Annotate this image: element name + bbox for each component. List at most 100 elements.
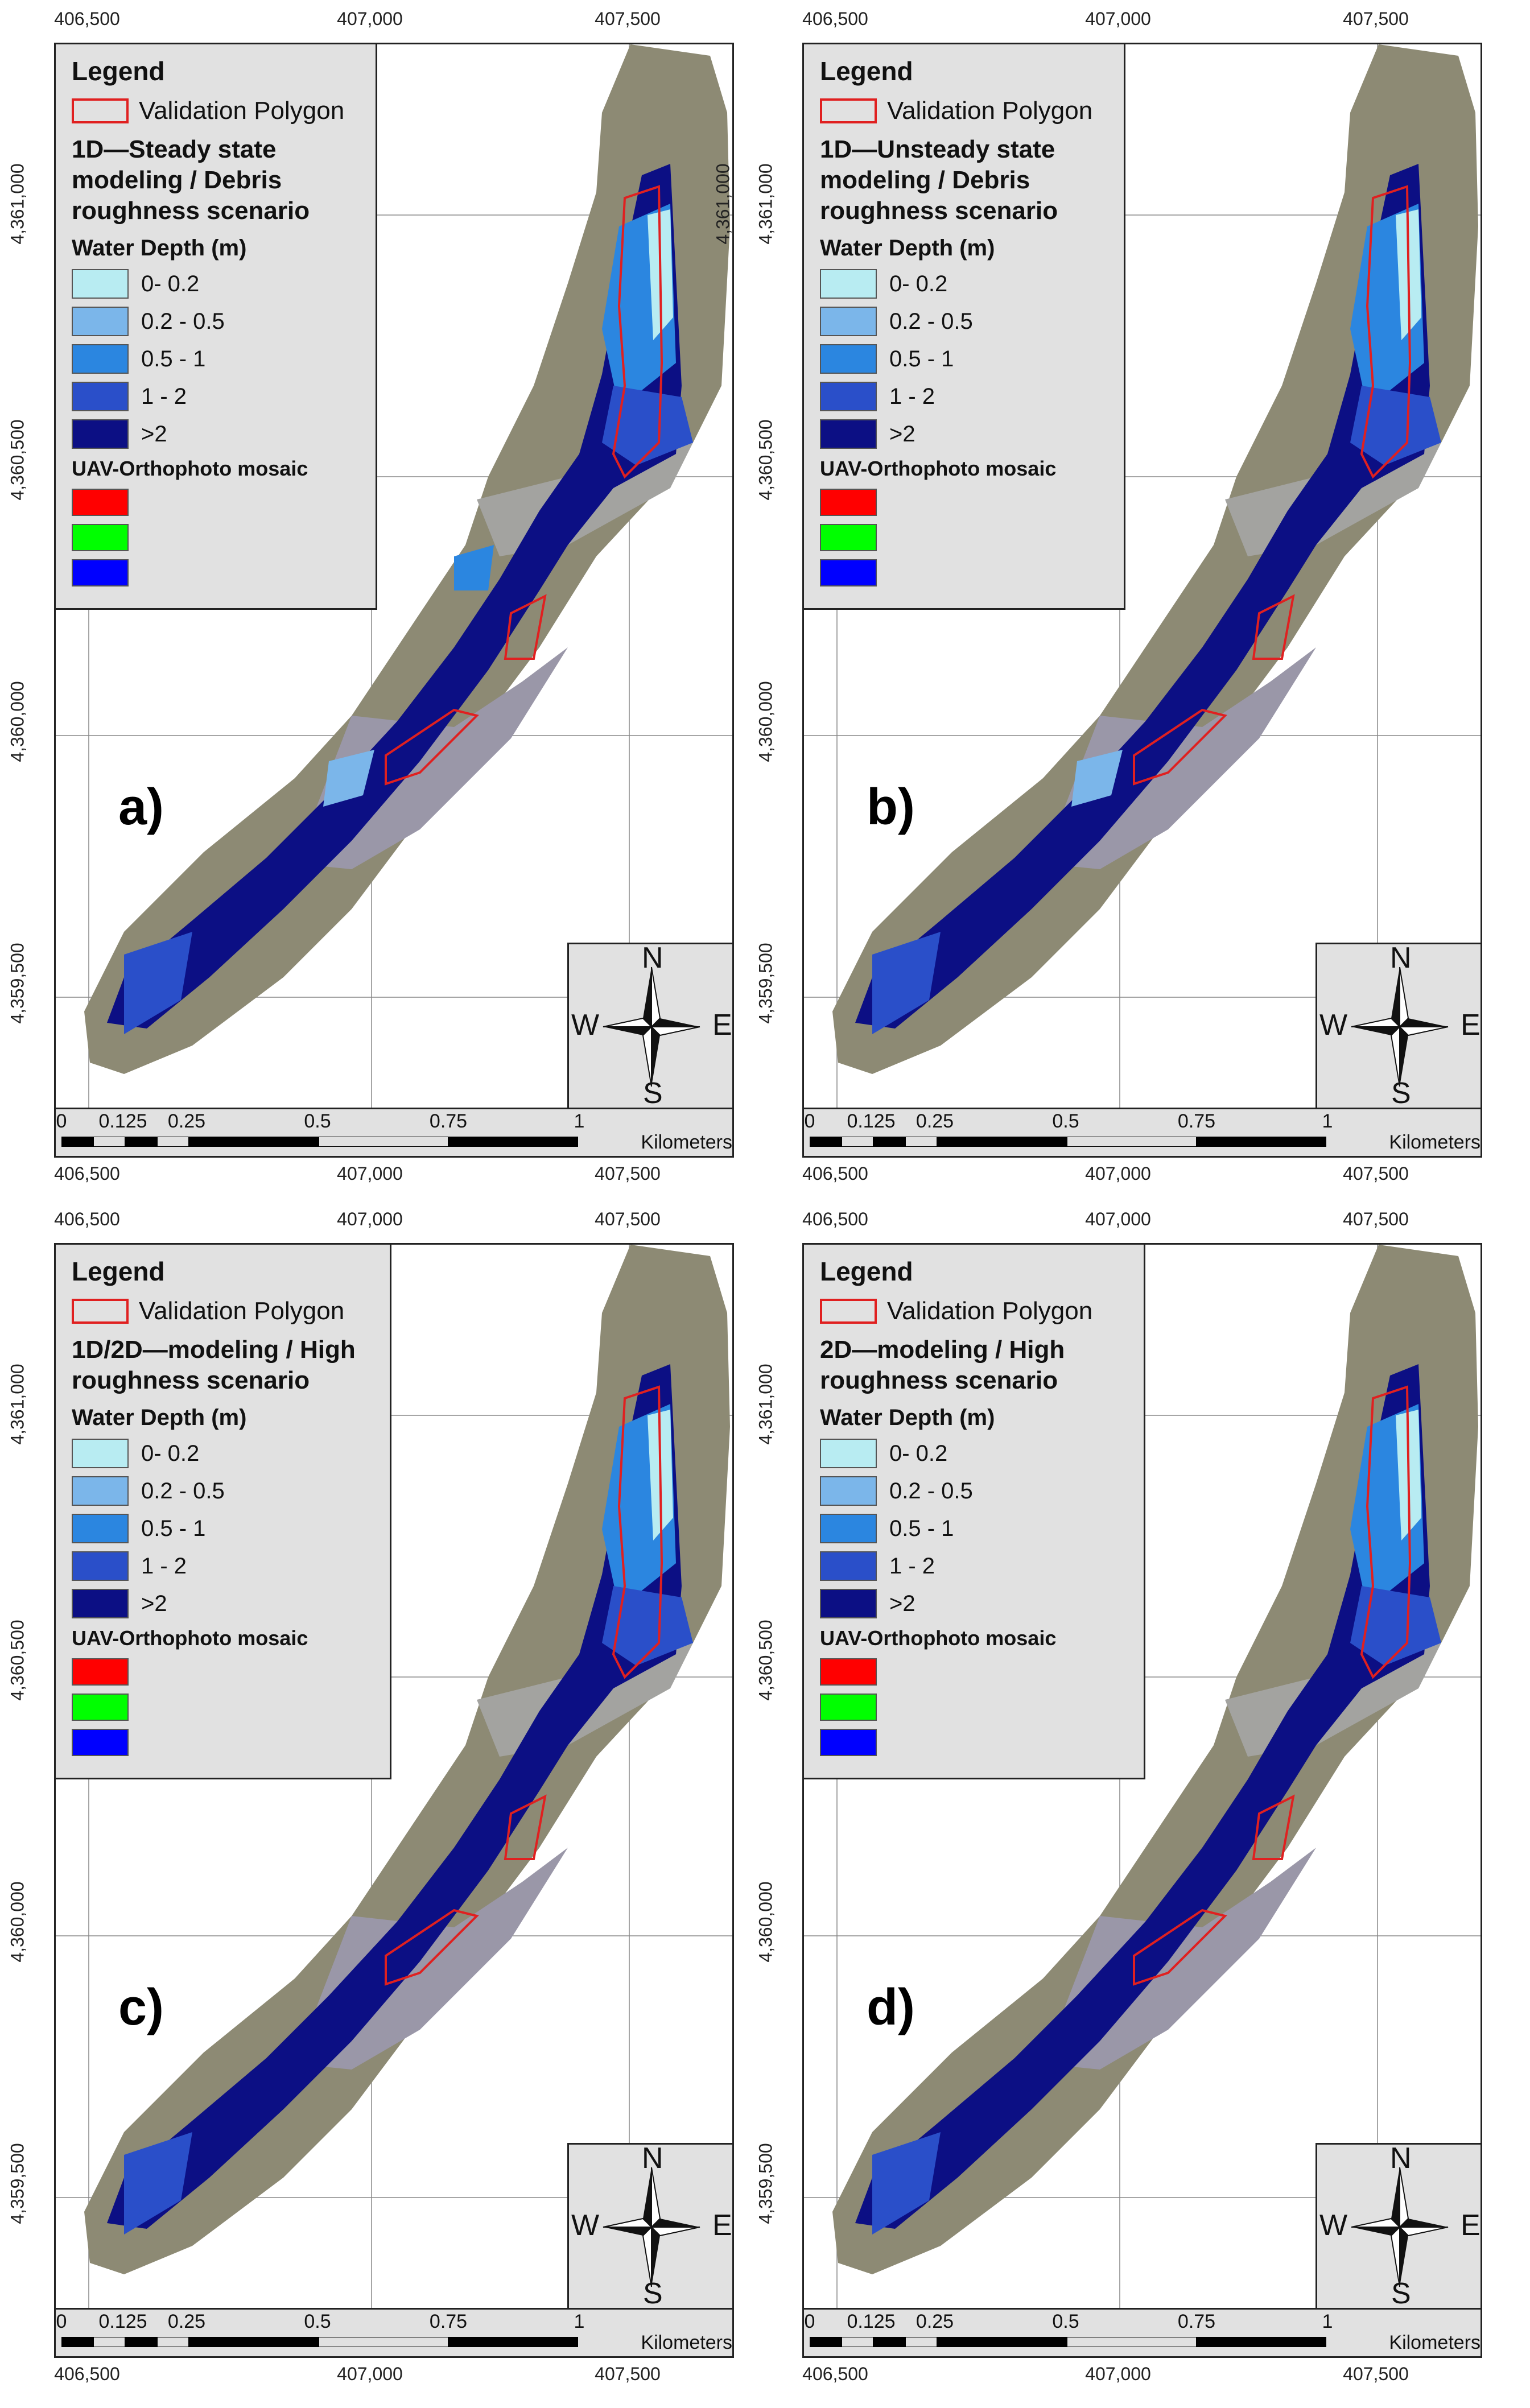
map-panel-d: 406,500 407,000 407,500 4,361,000 4,360,… bbox=[748, 1200, 1482, 2384]
legend-title: Legend bbox=[820, 1257, 913, 1286]
legend-class-row: >2 bbox=[72, 1589, 374, 1618]
depth-swatch bbox=[820, 1439, 877, 1468]
x-tick-bottom: 407,000 bbox=[337, 1163, 403, 1184]
uav-title: UAV-Orthophoto mosaic bbox=[820, 457, 1057, 480]
south-label: S bbox=[1391, 1077, 1411, 1110]
depth-swatch bbox=[820, 1589, 877, 1618]
north-label: N bbox=[642, 2142, 663, 2175]
water-depth-title: Water Depth (m) bbox=[820, 236, 995, 261]
red-band-swatch bbox=[72, 489, 129, 516]
x-tick-bottom: 407,000 bbox=[1085, 1163, 1151, 1184]
map-frame: Legend Validation Polygon 1D—Steady stat… bbox=[54, 43, 734, 1158]
depth-label: 1 - 2 bbox=[141, 383, 187, 409]
depth-label: 0.2 - 0.5 bbox=[141, 308, 225, 334]
legend-class-row: 0.5 - 1 bbox=[820, 344, 1108, 374]
scale-label: 0.75 bbox=[1177, 1110, 1216, 1132]
x-tick-top: 406,500 bbox=[802, 1209, 868, 1229]
scale-label: 0 bbox=[56, 2311, 67, 2332]
x-tick-bottom: 407,500 bbox=[595, 2364, 661, 2384]
depth-swatch bbox=[820, 1476, 877, 1506]
flood-extent bbox=[602, 386, 693, 465]
legend-class-row: 0.2 - 0.5 bbox=[72, 307, 360, 336]
scale-unit: Kilometers bbox=[641, 2332, 732, 2353]
north-arrow: N S W E bbox=[1315, 941, 1480, 1110]
map-panel-b: 406,500 407,000 407,500 406,500 407,000 … bbox=[748, 0, 1482, 1184]
legend-class-row: 1 - 2 bbox=[820, 1551, 1128, 1581]
depth-label: 1 - 2 bbox=[141, 1553, 187, 1579]
flood-extent bbox=[602, 1586, 693, 1666]
map-canvas bbox=[804, 44, 1480, 1156]
green-band-swatch bbox=[72, 524, 129, 551]
north-label: N bbox=[642, 941, 663, 974]
orthophoto-mosaic bbox=[84, 1245, 730, 2274]
x-tick-bottom: 406,500 bbox=[54, 1163, 120, 1184]
flood-extent bbox=[1350, 386, 1441, 465]
scale-label: 0.125 bbox=[98, 1110, 147, 1132]
blue-band-swatch bbox=[820, 1729, 877, 1756]
legend-class-row: 1 - 2 bbox=[72, 1551, 374, 1581]
map-panel-c: 406,500 407,000 407,500 4,361,000 4,360,… bbox=[0, 1200, 734, 2384]
flood-extent bbox=[124, 2132, 192, 2234]
x-tick-bottom: 407,500 bbox=[595, 1163, 661, 1184]
scale-label: 0.5 bbox=[304, 1110, 331, 1132]
east-label: E bbox=[1461, 1009, 1480, 1042]
blue-band-swatch bbox=[820, 559, 877, 586]
validation-label: Validation Polygon bbox=[887, 97, 1093, 125]
depth-label: 0.5 - 1 bbox=[141, 346, 206, 371]
legend-class-row: 0.2 - 0.5 bbox=[820, 307, 1108, 336]
depth-label: >2 bbox=[141, 421, 167, 447]
validation-polygon bbox=[1133, 708, 1227, 786]
depth-label: 0.5 - 1 bbox=[141, 1515, 206, 1541]
north-label: N bbox=[1390, 2142, 1412, 2175]
scale-label: 0.5 bbox=[1052, 2311, 1079, 2332]
green-band-swatch bbox=[72, 1694, 129, 1721]
depth-swatch bbox=[72, 1514, 129, 1543]
x-tick-bottom: 407,000 bbox=[1085, 2364, 1151, 2384]
water-depth-title: Water Depth (m) bbox=[72, 236, 247, 261]
scale-label: 0.25 bbox=[167, 1110, 206, 1132]
validation-label: Validation Polygon bbox=[887, 1297, 1093, 1325]
scale-label: 1 bbox=[1322, 1110, 1333, 1132]
uav-title: UAV-Orthophoto mosaic bbox=[72, 1626, 308, 1650]
scale-label: 0.125 bbox=[98, 2311, 147, 2332]
y-tick-left: 4,361,000 bbox=[7, 163, 28, 245]
validation-polygon bbox=[504, 1794, 547, 1860]
orthophoto-mosaic bbox=[84, 44, 730, 1074]
depth-label: 0- 0.2 bbox=[889, 271, 948, 296]
scale-label: 0 bbox=[804, 2311, 815, 2332]
map-panel-a: 406,500 407,000 407,500 406,500 407,000 … bbox=[0, 0, 734, 1184]
legend-class-row: 0.5 - 1 bbox=[72, 1514, 374, 1543]
red-band-swatch bbox=[72, 1658, 129, 1686]
scale-bar: 0 0.125 0.25 0.5 0.75 1 Kilometers bbox=[804, 1108, 1480, 1156]
y-tick-left: 4,359,500 bbox=[7, 2143, 28, 2224]
x-tick-top: 407,500 bbox=[1343, 1209, 1409, 1229]
south-label: S bbox=[643, 1077, 663, 1110]
depth-label: >2 bbox=[889, 1591, 915, 1616]
panel-letter: c) bbox=[118, 1979, 164, 2036]
legend-class-row: 0- 0.2 bbox=[820, 269, 1108, 299]
depth-label: 0.5 - 1 bbox=[889, 346, 954, 371]
scenario-title: 1D/2D—modeling / High roughness scenario bbox=[72, 1336, 356, 1394]
y-tick-left: 4,361,000 bbox=[7, 1364, 28, 1445]
y-tick-left: 4,360,000 bbox=[7, 681, 28, 762]
scale-label: 0.25 bbox=[915, 2311, 954, 2332]
blue-band-swatch bbox=[72, 559, 129, 586]
scale-label: 0.5 bbox=[1052, 1110, 1079, 1132]
legend-class-row: 0.5 - 1 bbox=[72, 344, 360, 374]
flood-extent bbox=[1071, 750, 1123, 807]
y-tick-left: 4,360,000 bbox=[755, 681, 776, 762]
scenario-title: 1D—Unsteady state modeling / Debris roug… bbox=[820, 135, 1058, 225]
legend-class-row: 0- 0.2 bbox=[72, 1439, 374, 1468]
validation-polygon bbox=[1133, 1909, 1227, 1986]
west-label: W bbox=[571, 1009, 600, 1042]
flood-extent bbox=[323, 750, 374, 807]
y-tick-left: 4,359,500 bbox=[755, 2143, 776, 2224]
flood-extent bbox=[454, 545, 494, 590]
legend-validation-row: Validation Polygon bbox=[72, 1297, 374, 1325]
north-label: N bbox=[1390, 941, 1412, 974]
west-label: W bbox=[1319, 1009, 1348, 1042]
validation-polygon bbox=[612, 185, 663, 479]
validation-swatch bbox=[820, 98, 877, 123]
depth-swatch bbox=[72, 1476, 129, 1506]
depth-swatch bbox=[72, 1551, 129, 1581]
